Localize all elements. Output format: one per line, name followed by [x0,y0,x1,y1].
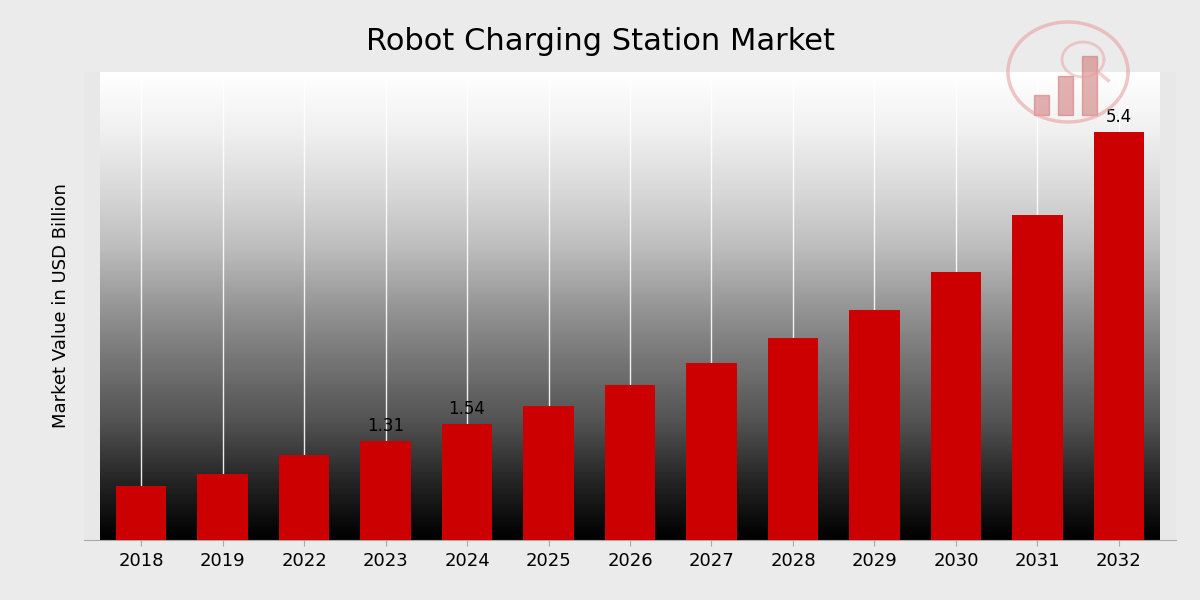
Bar [850,310,900,540]
Bar [360,441,410,540]
Bar [1057,76,1073,115]
Bar [931,272,982,540]
Bar [523,406,574,540]
Bar [686,362,737,540]
Text: 1.31: 1.31 [367,417,404,435]
Bar [197,473,248,540]
Bar [115,485,167,540]
Bar [1033,95,1049,115]
Bar [768,338,818,540]
Text: 5.4: 5.4 [1106,109,1132,127]
Text: Robot Charging Station Market: Robot Charging Station Market [366,28,834,56]
Text: 1.54: 1.54 [449,400,486,418]
Bar [1093,133,1145,540]
Bar [278,455,329,540]
Bar [442,424,492,540]
Bar [1081,56,1097,115]
Bar [1013,215,1063,540]
Bar [605,385,655,540]
Y-axis label: Market Value in USD Billion: Market Value in USD Billion [52,184,70,428]
